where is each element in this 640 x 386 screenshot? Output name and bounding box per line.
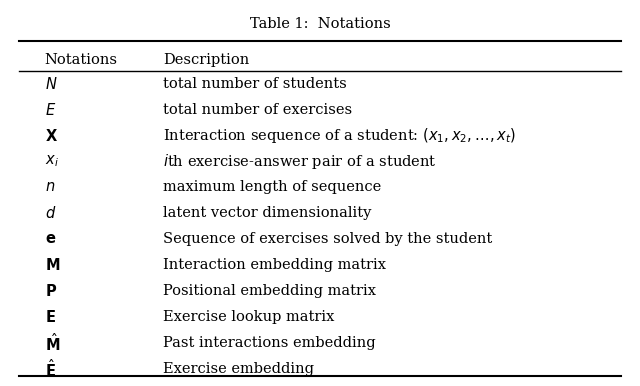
Text: $N$: $N$ [45,76,58,92]
Text: total number of students: total number of students [163,77,347,91]
Text: Past interactions embedding: Past interactions embedding [163,336,376,350]
Text: $\hat{\mathbf{M}}$: $\hat{\mathbf{M}}$ [45,332,60,354]
Text: $d$: $d$ [45,205,56,221]
Text: $\mathbf{E}$: $\mathbf{E}$ [45,309,56,325]
Text: Exercise lookup matrix: Exercise lookup matrix [163,310,335,324]
Text: maximum length of sequence: maximum length of sequence [163,180,381,194]
Text: $\mathbf{e}$: $\mathbf{e}$ [45,232,56,246]
Text: $\mathbf{P}$: $\mathbf{P}$ [45,283,57,299]
Text: total number of exercises: total number of exercises [163,103,353,117]
Text: $\mathbf{X}$: $\mathbf{X}$ [45,127,58,144]
Text: $i$th exercise-answer pair of a student: $i$th exercise-answer pair of a student [163,152,437,171]
Text: Interaction sequence of a student: $(x_1, x_2, \ldots, x_t)$: Interaction sequence of a student: $(x_1… [163,126,516,145]
Text: Description: Description [163,53,250,67]
Text: $\mathbf{M}$: $\mathbf{M}$ [45,257,60,273]
Text: $\hat{\mathbf{E}}$: $\hat{\mathbf{E}}$ [45,358,56,379]
Text: Positional embedding matrix: Positional embedding matrix [163,284,376,298]
Text: $E$: $E$ [45,102,56,118]
Text: Sequence of exercises solved by the student: Sequence of exercises solved by the stud… [163,232,492,246]
Text: Notations: Notations [45,53,118,67]
Text: Exercise embedding: Exercise embedding [163,362,314,376]
Text: Table 1:  Notations: Table 1: Notations [250,17,390,31]
Text: $x_i$: $x_i$ [45,154,59,169]
Text: latent vector dimensionality: latent vector dimensionality [163,206,372,220]
Text: $n$: $n$ [45,180,55,194]
Text: Interaction embedding matrix: Interaction embedding matrix [163,258,386,272]
